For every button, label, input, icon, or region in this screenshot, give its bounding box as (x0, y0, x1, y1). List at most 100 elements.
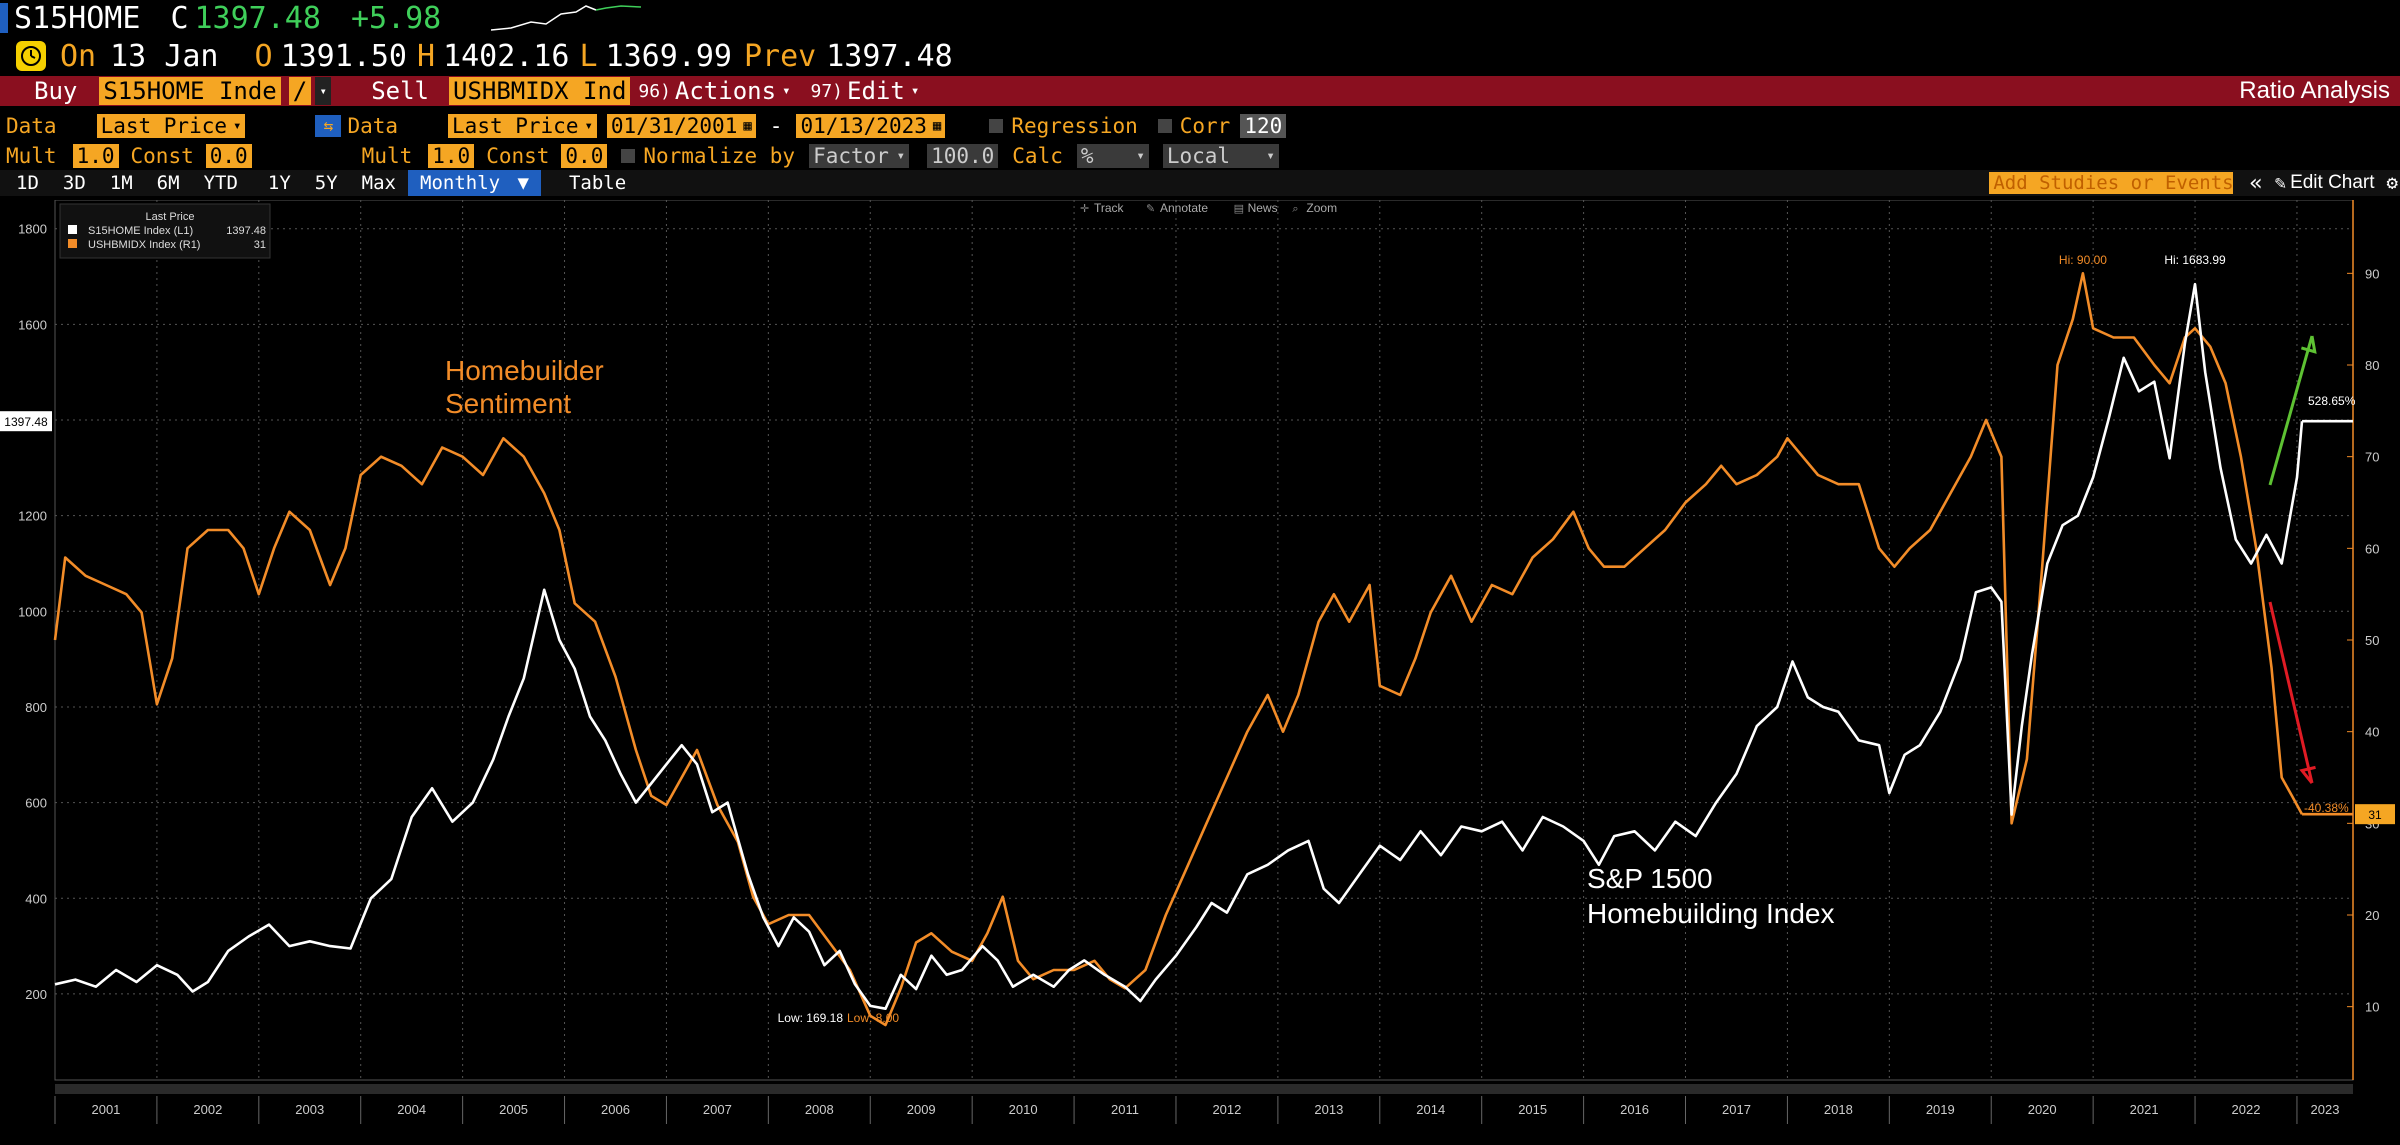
clock-icon[interactable] (16, 41, 46, 71)
factor-value[interactable]: 100.0 (927, 144, 999, 168)
chart-tool-news[interactable]: ▤ News (1234, 201, 1278, 215)
quote-details: On 13 Jan O 1391.50 H 1402.16 L 1369.99 … (0, 38, 2400, 74)
range-3d[interactable]: 3D (62, 172, 86, 194)
left-tick-label: 1000 (18, 604, 47, 619)
chevron-down-icon: ▾ (233, 118, 242, 134)
end-date-field[interactable]: 01/13/2023 ▦ (796, 114, 946, 138)
range-6m[interactable]: 6M (156, 172, 180, 194)
sp-annotation-line1: S&P 1500 (1587, 863, 1713, 894)
homebuilder-annotation-line1: Homebuilder (445, 355, 604, 386)
normalize-checkbox[interactable] (621, 149, 636, 163)
actions-menu[interactable]: 96) Actions ▾ (638, 77, 790, 105)
local-select[interactable]: Local ▾ (1162, 144, 1279, 168)
regression-checkbox[interactable] (989, 119, 1004, 133)
table-button[interactable]: Table (568, 172, 627, 194)
chart-tool-icon: ⌕ (1292, 203, 1298, 215)
range-1m[interactable]: 1M (109, 172, 133, 194)
calendar-icon[interactable]: ▦ (932, 118, 942, 134)
x-tick-label: 2011 (1111, 1102, 1139, 1117)
quote-header: S15HOME C 1397.48 +5.98 (0, 0, 2400, 36)
data-select-1-value: Last Price (100, 114, 228, 138)
right-tick-label: 10 (2365, 1000, 2379, 1015)
left-last-value: 1397.48 (0, 411, 52, 432)
chevron-down-icon: ▾ (584, 118, 593, 134)
const-field-2[interactable]: 0.0 (561, 144, 608, 168)
mult-label-2: Mult (361, 144, 413, 168)
sell-button[interactable]: Sell (371, 77, 429, 105)
chart-axes: 2001 2002 2003 2004 2005 2006 2007 2008 2009 2010… (18, 200, 2379, 1124)
range-1y[interactable]: 1Y (267, 172, 291, 194)
security2-field[interactable]: USHBMIDX Ind (449, 77, 631, 105)
gear-icon[interactable]: ⚙ (2386, 172, 2398, 194)
actions-label: Actions (674, 77, 777, 105)
ratio-chart[interactable]: 2001 2002 2003 2004 2005 2006 2007 2008 2009 2010… (0, 200, 2400, 1145)
chevron-down-icon: ▾ (782, 83, 791, 99)
operator-dropdown[interactable]: ▾ (315, 77, 332, 105)
legend-entry-name: USHBMIDX Index (R1) (88, 239, 200, 251)
chart-grid (54, 200, 2353, 1080)
chevron-down-icon: ▾ (896, 148, 906, 164)
page-title: Ratio Analysis (2239, 77, 2390, 104)
buy-button[interactable]: Buy (34, 77, 78, 105)
studies-input[interactable]: Add Studies or Events (1989, 172, 2234, 194)
mult-field-1[interactable]: 1.0 (72, 144, 119, 168)
end-date-value: 01/13/2023 (800, 114, 927, 138)
chart-tool-annotate[interactable]: ✎ Annotate (1146, 201, 1208, 215)
calendar-icon[interactable]: ▦ (743, 118, 752, 134)
pct-change-s15home: 528.65% (2308, 394, 2356, 408)
corr-label: Corr (1179, 114, 1231, 138)
pencil-icon[interactable]: ✎ (2274, 172, 2287, 194)
data-label-2: Data (347, 114, 399, 138)
corr-checkbox[interactable] (1157, 119, 1172, 133)
left-last-value-box (0, 411, 52, 432)
sp-annotation-line2: Homebuilding Index (1587, 898, 1835, 929)
right-last-value-box (2355, 804, 2395, 825)
ratio-operator[interactable]: / (288, 77, 312, 105)
down-trend-arrow (2268, 601, 2316, 784)
range-5y[interactable]: 5Y (314, 172, 338, 194)
x-tick-label: 2009 (907, 1102, 936, 1117)
pct-change-ushbmidx: -40.38% (2304, 801, 2349, 815)
left-tick-label: 400 (25, 891, 47, 906)
open-label: O (254, 38, 273, 74)
chart-tool-label: Track (1094, 201, 1125, 215)
local-select-value: Local (1166, 144, 1231, 168)
mult-field-2[interactable]: 1.0 (428, 144, 475, 168)
factor-select[interactable]: Factor ▾ (809, 144, 910, 168)
security1-field[interactable]: S15HOME Inde (99, 77, 281, 105)
chart-tool-label: Annotate (1160, 201, 1208, 215)
date-separator: - (769, 114, 783, 138)
x-tick-label: 2004 (397, 1102, 426, 1117)
frequency-value: Monthly (420, 172, 501, 194)
x-tick-label: 2007 (703, 1102, 732, 1117)
range-ytd[interactable]: YTD (203, 172, 238, 194)
chart-series (53, 272, 2353, 1027)
chart-tool-track[interactable]: ✛ Track (1080, 201, 1125, 215)
data-select-2[interactable]: Last Price ▾ (448, 114, 597, 138)
ticker: S15HOME (14, 0, 141, 36)
range-max[interactable]: Max (361, 172, 396, 194)
hi-marker-ushbmidx: Hi: 90.00 (2059, 253, 2107, 267)
x-tick-label: 2014 (1416, 1102, 1445, 1117)
corr-value[interactable]: 120 (1240, 114, 1287, 138)
chart-tool-zoom[interactable]: ⌕ Zoom (1292, 201, 1337, 215)
data-select-1[interactable]: Last Price ▾ (96, 114, 246, 138)
range-1d[interactable]: 1D (16, 172, 39, 194)
x-tick-label: 2010 (1009, 1102, 1038, 1117)
actions-number: 96) (638, 80, 671, 102)
x-tick-label: 2021 (2130, 1102, 2159, 1117)
legend-entry-value: 31 (254, 239, 266, 251)
chevron-down-icon: ▾ (910, 83, 920, 99)
x-tick-label: 2020 (2028, 1102, 2057, 1117)
start-date-field[interactable]: 01/31/2001 ▦ (606, 114, 756, 138)
edit-chart-button[interactable]: Edit Chart (2290, 172, 2375, 193)
edit-menu[interactable]: 97) Edit ▾ (811, 77, 920, 105)
calc-select[interactable]: % ▾ (1076, 144, 1149, 168)
x-tick-label: 2015 (1518, 1102, 1547, 1117)
collapse-icon[interactable]: « (2249, 170, 2263, 196)
const-field-1[interactable]: 0.0 (205, 144, 252, 168)
swap-icon[interactable]: ⇆ (315, 115, 342, 137)
const-label-1: Const (130, 144, 194, 168)
plot-frame (54, 200, 2354, 1081)
frequency-select[interactable]: Monthly ▼ (408, 170, 541, 196)
